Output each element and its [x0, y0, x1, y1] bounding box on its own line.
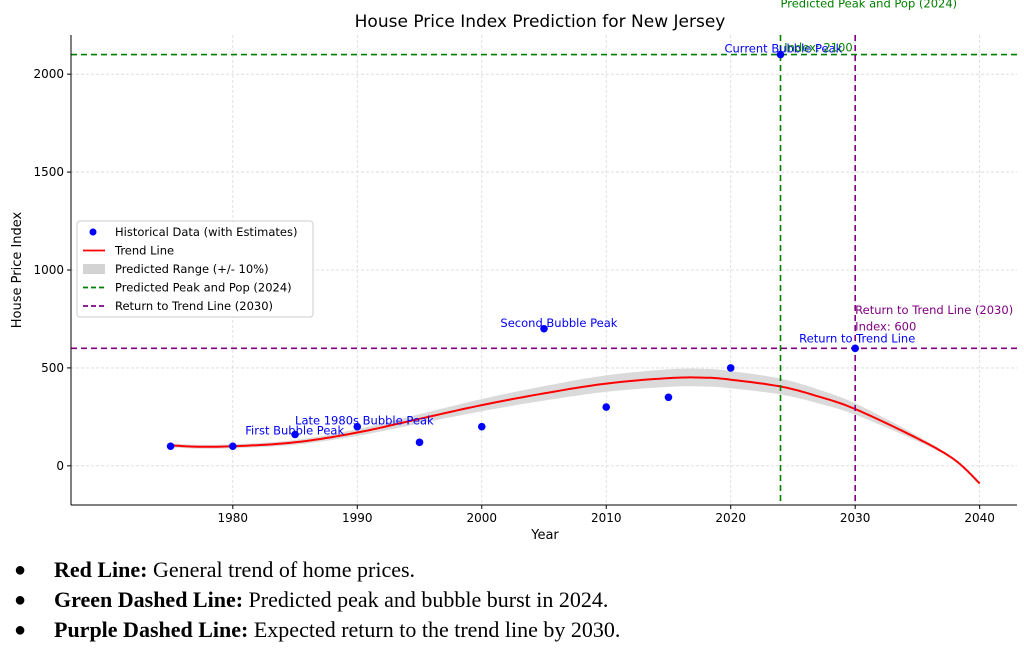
note-red-line: ● Red Line: General trend of home prices. [14, 555, 620, 585]
legend-box [76, 220, 314, 318]
marker-point [851, 344, 859, 353]
note-purple-line: ● Purple Dashed Line: Expected return to … [14, 615, 620, 645]
annotation-label: Index: 600 [855, 320, 916, 334]
legend-label: Predicted Peak and Pop (2024) [115, 281, 292, 295]
house-price-chart: House Price Index Prediction for New Jer… [10, 0, 1017, 543]
legend-notes: ● Red Line: General trend of home prices.… [14, 555, 620, 645]
legend-swatch [83, 264, 105, 274]
note-text: General trend of home prices. [147, 557, 416, 582]
historical-point [602, 403, 611, 411]
note-term: Purple Dashed Line: [54, 617, 249, 642]
x-tick-label: 2030 [840, 511, 871, 525]
annotation-label: Late 1980s Bubble Peak [295, 414, 434, 428]
legend-swatch [89, 228, 97, 236]
note-term: Green Dashed Line: [54, 587, 244, 612]
chart-title: House Price Index Prediction for New Jer… [355, 12, 726, 32]
historical-point [664, 393, 673, 402]
y-tick-label: 1500 [33, 165, 64, 179]
annotation-label: Current Bubble Peak [724, 42, 842, 56]
trend-line [170, 376, 981, 485]
historical-point [477, 422, 486, 431]
x-tick-label: 2040 [964, 511, 995, 525]
x-tick-label: 2020 [715, 511, 746, 525]
note-text: Expected return to the trend line by 203… [248, 617, 621, 642]
legend-label: Historical Data (with Estimates) [115, 225, 297, 239]
annotation-label: Index: 2100 [784, 41, 852, 55]
marker-point [776, 50, 785, 59]
annotation-label: Predicted Peak and Pop (2024) [781, 0, 958, 11]
annotation-label: Return to Trend Line [799, 331, 915, 345]
annotation-label: First Bubble Peak [245, 424, 344, 438]
x-tick-label: 1980 [218, 511, 249, 525]
historical-point [166, 442, 175, 451]
legend-label: Return to Trend Line (2030) [115, 299, 273, 313]
y-tick-label: 0 [56, 459, 64, 473]
annotation-label: Second Bubble Peak [500, 316, 617, 330]
chart-legend: Historical Data (with Estimates) Trend Li… [76, 220, 314, 318]
bullet-icon: ● [14, 589, 27, 611]
bullet-icon: ● [14, 619, 27, 641]
legend-label: Predicted Range (+/- 10%) [115, 262, 269, 276]
y-tick-label: 1000 [33, 263, 64, 277]
predicted-range-band [170, 368, 980, 486]
historical-point [415, 438, 424, 447]
bullet-icon: ● [14, 559, 27, 581]
legend-label: Trend Line [114, 244, 174, 258]
note-term: Red Line: [54, 557, 148, 582]
historical-point [353, 422, 362, 431]
y-tick-label: 2000 [33, 67, 64, 81]
x-tick-label: 2010 [591, 511, 622, 525]
y-tick-label: 500 [41, 361, 64, 375]
note-green-line: ● Green Dashed Line: Predicted peak and b… [14, 585, 620, 615]
note-text: Predicted peak and bubble burst in 2024. [243, 587, 609, 612]
historical-point [540, 324, 548, 333]
x-tick-label: 1990 [342, 511, 373, 525]
historical-point [291, 430, 299, 439]
x-axis-label: Year [530, 528, 559, 543]
y-axis-label: House Price Index [10, 211, 25, 328]
historical-point [726, 364, 735, 372]
annotation-label: Return to Trend Line (2030) [855, 303, 1013, 317]
x-tick-label: 2000 [466, 511, 497, 525]
historical-point [229, 442, 237, 451]
